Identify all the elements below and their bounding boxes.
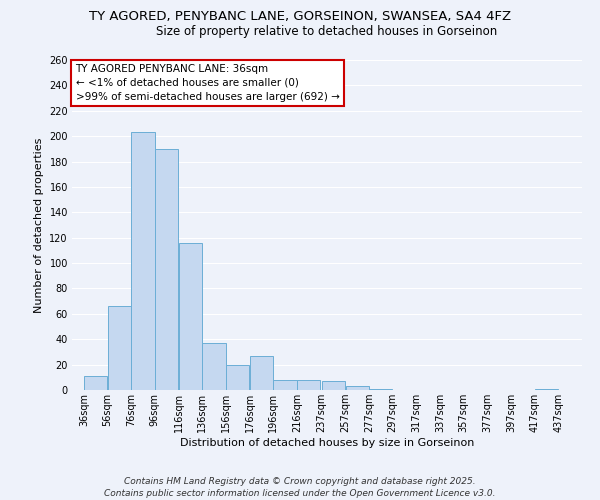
Text: TY AGORED PENYBANC LANE: 36sqm
← <1% of detached houses are smaller (0)
>99% of : TY AGORED PENYBANC LANE: 36sqm ← <1% of … — [76, 64, 340, 102]
Bar — [107, 306, 131, 390]
Bar — [274, 380, 296, 390]
Text: Contains HM Land Registry data © Crown copyright and database right 2025.
Contai: Contains HM Land Registry data © Crown c… — [104, 476, 496, 498]
X-axis label: Distribution of detached houses by size in Gorseinon: Distribution of detached houses by size … — [180, 438, 474, 448]
Bar — [297, 380, 320, 390]
Bar — [179, 243, 202, 390]
Bar — [369, 388, 392, 390]
Y-axis label: Number of detached properties: Number of detached properties — [34, 138, 44, 312]
Bar — [202, 343, 226, 390]
Bar — [226, 364, 250, 390]
Bar — [535, 388, 558, 390]
Bar — [250, 356, 273, 390]
Text: TY AGORED, PENYBANC LANE, GORSEINON, SWANSEA, SA4 4FZ: TY AGORED, PENYBANC LANE, GORSEINON, SWA… — [89, 10, 511, 23]
Bar — [84, 376, 107, 390]
Bar — [322, 381, 345, 390]
Bar — [155, 149, 178, 390]
Bar — [131, 132, 155, 390]
Bar — [346, 386, 369, 390]
Title: Size of property relative to detached houses in Gorseinon: Size of property relative to detached ho… — [157, 25, 497, 38]
